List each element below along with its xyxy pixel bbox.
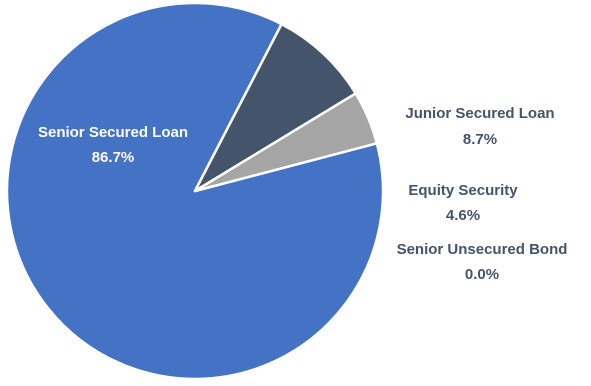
slice-value-equity-security: 4.6% <box>446 207 480 224</box>
pie-slice-equity-security <box>193 92 379 193</box>
pie-slices <box>5 1 385 381</box>
slice-label-senior-secured-loan: Senior Secured Loan <box>38 124 188 141</box>
slice-value-junior-secured-loan: 8.7% <box>463 131 497 148</box>
pie-slice-junior-secured-loan <box>193 22 357 193</box>
pie-labels: Senior Secured Loan 86.7% Junior Secured… <box>38 105 567 283</box>
slice-value-senior-secured-loan: 86.7% <box>92 149 135 166</box>
slice-label-senior-unsecured-bond: Senior Unsecured Bond <box>397 241 568 258</box>
slice-label-equity-security: Equity Security <box>408 182 518 199</box>
slice-value-senior-unsecured-bond: 0.0% <box>465 266 499 283</box>
slice-label-junior-secured-loan: Junior Secured Loan <box>405 105 554 122</box>
